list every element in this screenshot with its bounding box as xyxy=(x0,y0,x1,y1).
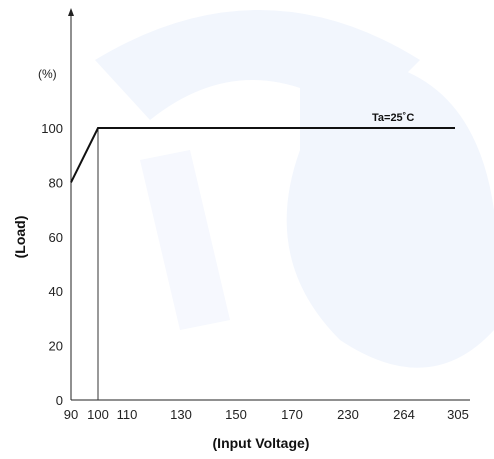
x-tick-100: 100 xyxy=(87,407,109,422)
y-tick-100: 100 xyxy=(41,121,63,136)
x-tick-230: 230 xyxy=(337,407,359,422)
y-tick-20: 20 xyxy=(49,339,63,354)
y-tick-80: 80 xyxy=(49,175,63,190)
x-tick-110: 110 xyxy=(117,407,138,422)
x-tick-90: 90 xyxy=(64,407,78,422)
x-tick-130: 130 xyxy=(170,407,192,422)
x-tick-labels: 90 100 110 130 150 170 230 264 305 xyxy=(64,407,469,422)
y-axis-title: (Load) xyxy=(12,216,28,259)
y-axis-arrow xyxy=(68,8,74,16)
temperature-annotation: Ta=25˚C xyxy=(372,112,414,124)
x-axis-title: (Input Voltage) xyxy=(213,435,310,451)
x-tick-305: 305 xyxy=(447,407,469,422)
load-curve-line xyxy=(70,127,455,183)
y-tick-labels: 0 20 40 60 80 100 xyxy=(41,121,63,408)
watermark xyxy=(95,10,494,368)
y-unit-label: (%) xyxy=(38,67,57,81)
x-tick-170: 170 xyxy=(281,407,303,422)
x-tick-264: 264 xyxy=(393,407,415,422)
y-tick-40: 40 xyxy=(49,284,63,299)
y-tick-0: 0 xyxy=(56,393,63,408)
x-tick-150: 150 xyxy=(225,407,247,422)
y-tick-60: 60 xyxy=(49,230,63,245)
